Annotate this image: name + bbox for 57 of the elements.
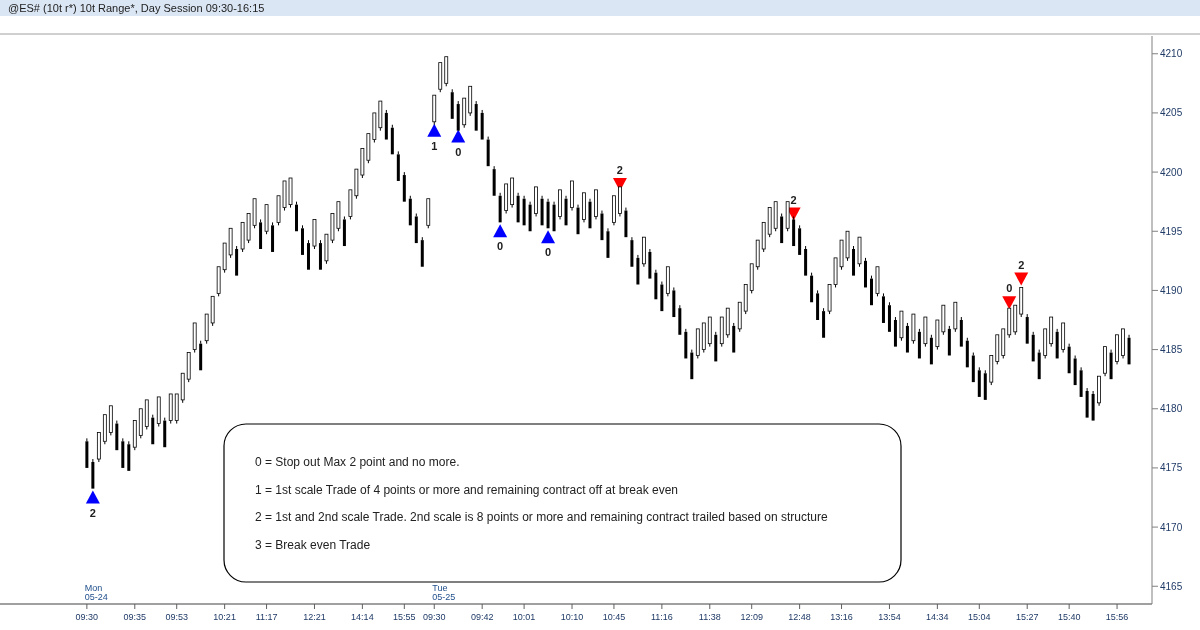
x-tick-label: 14:14 xyxy=(351,612,374,622)
point xyxy=(1014,272,1029,286)
annotation: 1 = 1st scale Trade of 4 points or more and remaining contract off at break even xyxy=(255,482,679,497)
y-tick-label: 4210 xyxy=(1160,48,1183,60)
x-tick-label: 09:35 xyxy=(123,612,147,622)
x-tick-label: 10:21 xyxy=(213,612,236,622)
series-label: 2 xyxy=(89,506,96,519)
point xyxy=(451,129,466,143)
series-label: 0 xyxy=(1006,282,1013,295)
y-tick-label: 4180 xyxy=(1160,403,1183,415)
x-tick-label: 15:40 xyxy=(1057,612,1081,622)
annotation: 0 = Stop out Max 2 point and no more. xyxy=(255,455,460,469)
text: 2 xyxy=(1018,258,1025,271)
x-tick-label: 09:30 xyxy=(75,612,99,622)
x-tick-label: 10:01 xyxy=(512,612,536,622)
x-tick-label: 15:55 xyxy=(393,612,416,622)
chart-title: @ES# (10t r*) 10t Range*, Day Session 09:30-16:15 xyxy=(8,2,265,14)
x-tick-label: 11:38 xyxy=(698,612,721,622)
annotation: Mon 05-24 xyxy=(84,583,108,602)
point xyxy=(427,123,442,137)
y-tick-label: 4190 xyxy=(1160,284,1183,296)
annotation: 3 = Break even Trade xyxy=(255,537,371,552)
x-tick-label: 11:16 xyxy=(650,612,673,622)
point xyxy=(541,230,556,244)
y-tick-label: 4185 xyxy=(1160,344,1183,356)
x-tick-label: 10:10 xyxy=(560,612,584,622)
x-tick-label: 13:54 xyxy=(878,612,901,622)
text: 0 xyxy=(545,246,552,259)
x-tick-label: 12:09 xyxy=(740,612,763,622)
series-label: 0 xyxy=(455,145,462,158)
point xyxy=(493,224,508,238)
x-tick-label: 15:04 xyxy=(968,612,991,622)
x-tick-label: 09:42 xyxy=(470,612,494,622)
x-tick-label: 11:17 xyxy=(255,612,278,622)
series-label: 1 xyxy=(431,139,438,152)
x-tick-label: 09:30 xyxy=(423,612,446,622)
y-tick-label: 4195 xyxy=(1160,225,1183,237)
x-tick-label: 10:45 xyxy=(602,612,626,622)
x-tick-label: 09:53 xyxy=(165,612,188,622)
point xyxy=(85,490,100,504)
text: 0 xyxy=(497,240,504,253)
annotation: Tue 05-25 xyxy=(432,583,456,602)
x-tick-label: 12:48 xyxy=(788,612,811,622)
y-tick-label: 4165 xyxy=(1160,580,1183,592)
y-tick-label: 4175 xyxy=(1160,462,1183,474)
point xyxy=(1002,296,1017,310)
y-tick-label: 4170 xyxy=(1160,521,1183,533)
x-tick-label: 15:27 xyxy=(1015,612,1039,622)
annotation: 2 = 1st and 2nd scale Trade. 2nd scale is 8 points or more and remaining contract trailed based on structure xyxy=(255,510,828,524)
text: 2 xyxy=(790,193,797,206)
series-label: 2 xyxy=(616,163,623,176)
x-tick-label: 13:16 xyxy=(830,612,853,622)
y-tick-label: 4205 xyxy=(1160,107,1183,119)
x-tick-label: 15:56 xyxy=(1105,612,1129,622)
x-tick-label: 12:21 xyxy=(303,612,326,622)
y-tick-label: 4200 xyxy=(1160,166,1183,178)
x-tick-label: 14:34 xyxy=(926,612,949,622)
